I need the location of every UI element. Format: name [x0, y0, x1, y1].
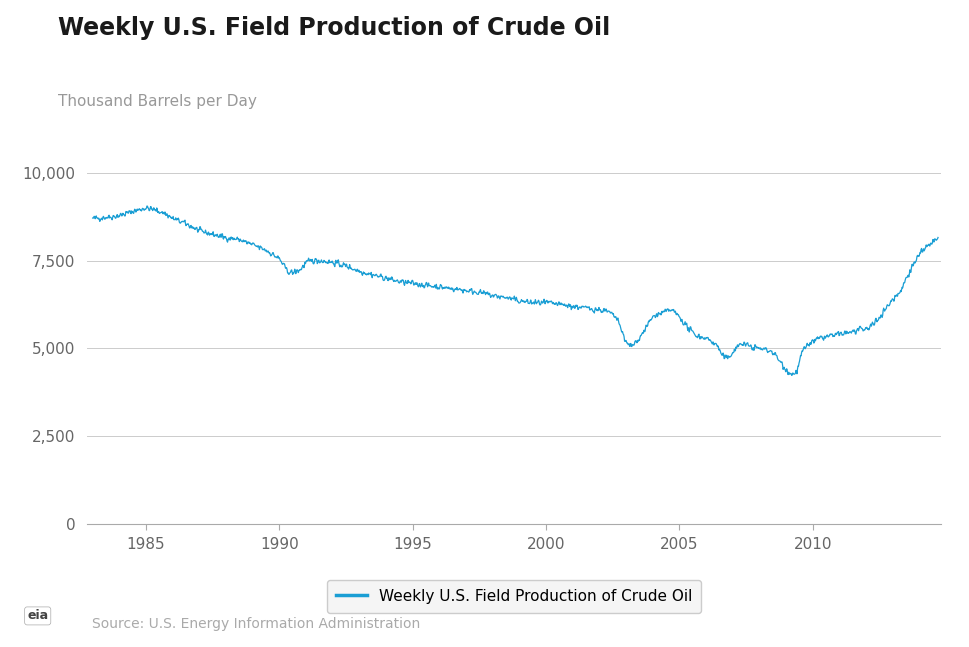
Text: Weekly U.S. Field Production of Crude Oil: Weekly U.S. Field Production of Crude Oi… — [58, 16, 610, 40]
Text: Thousand Barrels per Day: Thousand Barrels per Day — [58, 94, 257, 109]
Text: Source: U.S. Energy Information Administration: Source: U.S. Energy Information Administ… — [92, 617, 420, 631]
Legend: Weekly U.S. Field Production of Crude Oil: Weekly U.S. Field Production of Crude Oi… — [327, 580, 701, 613]
Text: eia: eia — [27, 609, 48, 622]
